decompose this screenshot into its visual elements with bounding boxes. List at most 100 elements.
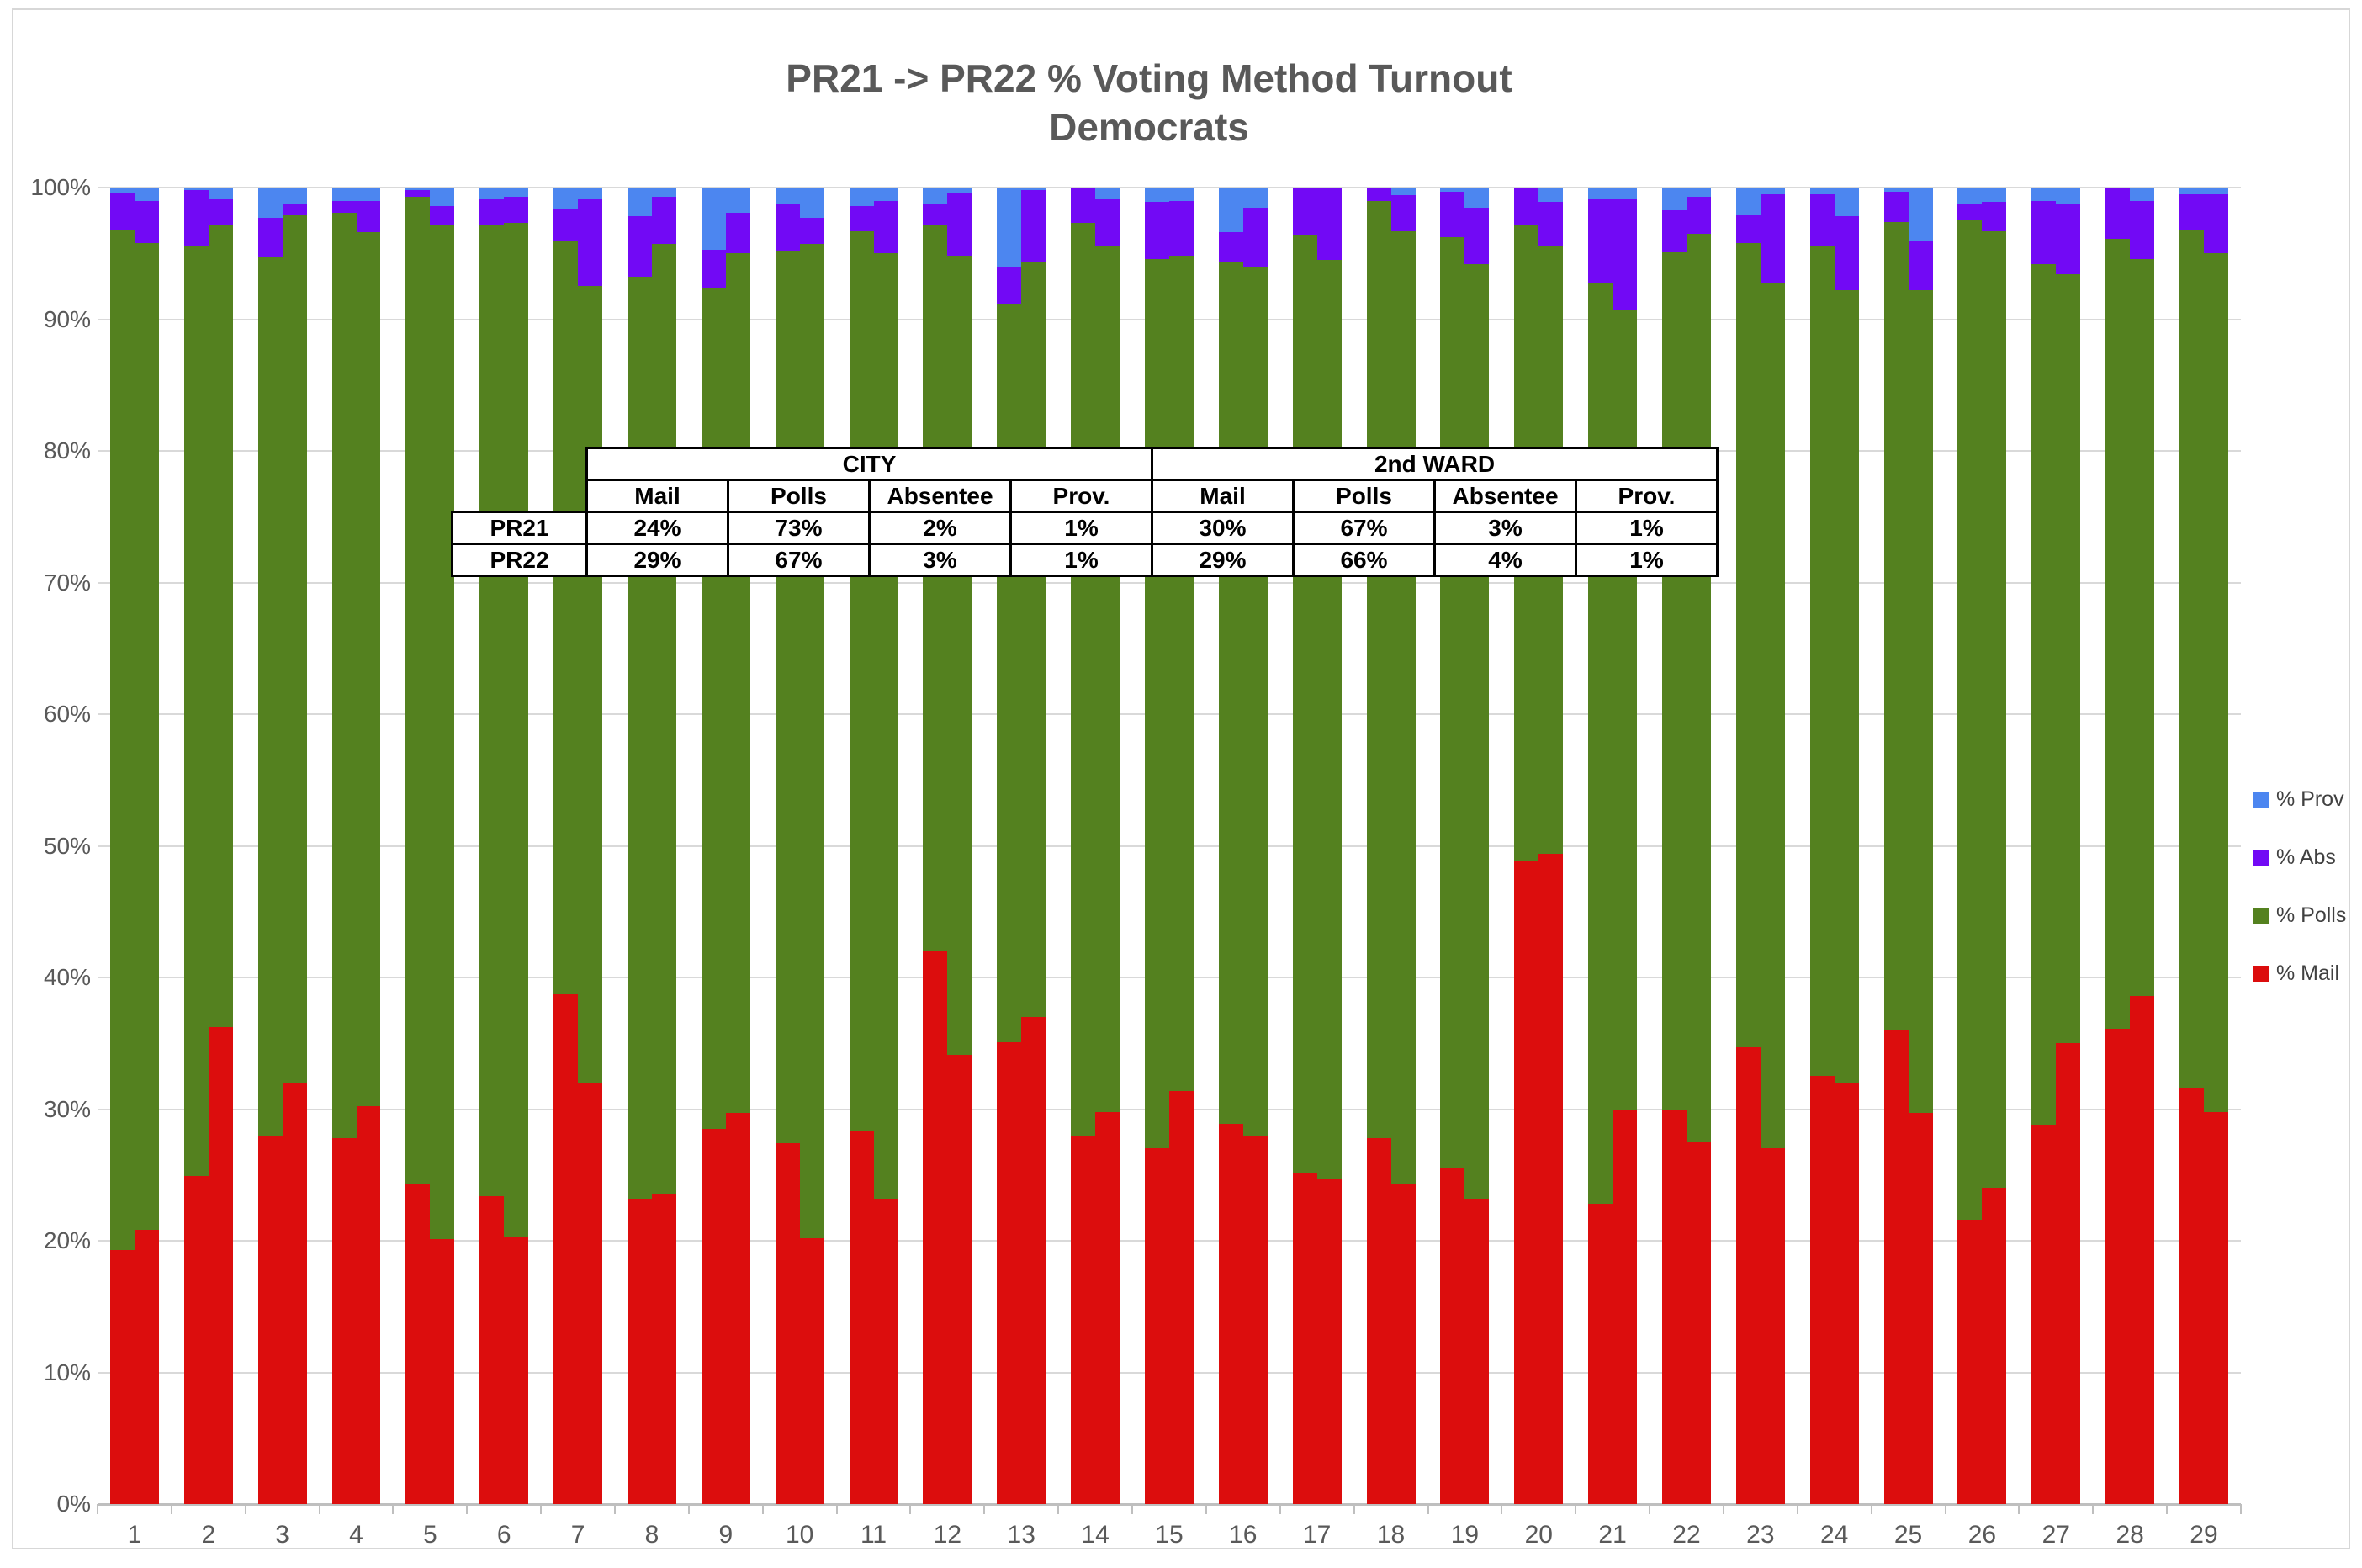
segment-polls-16-pr22 — [1242, 266, 1268, 1136]
segment-abs-26-pr21 — [1957, 203, 1983, 220]
segment-abs-15-pr21 — [1144, 202, 1169, 259]
segment-mail-28-pr22 — [2130, 995, 2155, 1504]
legend-label-prov: % Prov — [2276, 787, 2344, 811]
segment-mail-12-pr21 — [923, 951, 948, 1504]
x-axis-tick — [614, 1504, 617, 1514]
bar-group-6 — [467, 188, 541, 1504]
bar-group-3 — [246, 188, 320, 1504]
segment-abs-10-pr22 — [799, 218, 824, 245]
x-tick-label-4: 4 — [349, 1521, 363, 1549]
segment-mail-26-pr22 — [1982, 1188, 2007, 1504]
bar-26-pr22 — [1982, 188, 2007, 1504]
x-tick-label-8: 8 — [644, 1521, 659, 1549]
segment-abs-12-pr21 — [923, 203, 948, 226]
bar-23-pr22 — [1760, 188, 1785, 1504]
segment-mail-14-pr22 — [1095, 1111, 1120, 1504]
segment-prov-29-pr21 — [2179, 188, 2204, 194]
segment-polls-9-pr22 — [725, 253, 750, 1114]
bar-29-pr22 — [2203, 188, 2228, 1504]
bar-11-pr21 — [849, 188, 874, 1504]
y-tick-label-40: 40% — [43, 964, 91, 990]
segment-mail-24-pr22 — [1834, 1083, 1859, 1504]
segment-prov-10-pr21 — [775, 188, 800, 205]
segment-polls-3-pr22 — [282, 215, 307, 1083]
segment-prov-8-pr22 — [651, 188, 676, 197]
bar-group-27 — [2019, 188, 2093, 1504]
segment-polls-28-pr21 — [2105, 239, 2131, 1030]
segment-mail-22-pr22 — [1686, 1142, 1711, 1504]
y-tick-label-60: 60% — [43, 701, 91, 727]
x-axis-tick — [909, 1504, 912, 1514]
bar-4-pr21 — [331, 188, 357, 1504]
segment-mail-23-pr22 — [1760, 1148, 1785, 1504]
segment-polls-23-pr21 — [1735, 242, 1761, 1047]
x-axis-tick — [97, 1504, 98, 1514]
segment-abs-28-pr22 — [2130, 200, 2155, 259]
segment-mail-10-pr21 — [775, 1143, 800, 1504]
segment-mail-21-pr22 — [1613, 1110, 1638, 1504]
segment-mail-25-pr22 — [1908, 1113, 1933, 1504]
segment-prov-6-pr22 — [504, 188, 529, 197]
x-tick-label-18: 18 — [1376, 1521, 1406, 1549]
segment-polls-19-pr21 — [1440, 237, 1465, 1168]
segment-prov-20-pr22 — [1538, 188, 1564, 203]
segment-mail-28-pr21 — [2105, 1029, 2131, 1504]
segment-prov-11-pr21 — [849, 188, 874, 206]
segment-abs-20-pr22 — [1538, 202, 1564, 246]
segment-abs-2-pr21 — [183, 190, 209, 247]
segment-mail-11-pr22 — [873, 1198, 898, 1504]
segment-prov-28-pr22 — [2130, 188, 2155, 201]
segment-abs-27-pr22 — [2056, 203, 2081, 275]
segment-mail-4-pr22 — [356, 1106, 381, 1504]
x-tick-label-5: 5 — [423, 1521, 437, 1549]
segment-prov-3-pr22 — [282, 188, 307, 205]
segment-mail-17-pr22 — [1316, 1179, 1342, 1504]
segment-mail-1-pr22 — [134, 1230, 159, 1504]
segment-polls-4-pr21 — [331, 212, 357, 1138]
bar-group-1 — [98, 188, 172, 1504]
segment-polls-29-pr22 — [2203, 253, 2228, 1112]
segment-abs-2-pr22 — [208, 199, 233, 226]
x-tick-label-21: 21 — [1598, 1521, 1627, 1549]
segment-abs-23-pr21 — [1735, 215, 1761, 243]
legend-label-abs: % Abs — [2276, 845, 2336, 869]
segment-prov-4-pr22 — [356, 188, 381, 201]
segment-polls-10-pr21 — [775, 251, 800, 1144]
bar-group-13 — [984, 188, 1058, 1504]
x-axis-tick — [1649, 1504, 1651, 1514]
table-cell-pr21-4: 30% — [1151, 511, 1295, 545]
bar-24-pr21 — [1809, 188, 1835, 1504]
segment-prov-21-pr21 — [1588, 188, 1613, 199]
segment-mail-4-pr21 — [331, 1137, 357, 1504]
segment-abs-5-pr21 — [405, 190, 431, 197]
segment-mail-8-pr21 — [627, 1198, 652, 1504]
segment-mail-15-pr21 — [1144, 1148, 1169, 1504]
bar-25-pr22 — [1908, 188, 1933, 1504]
segment-prov-8-pr21 — [627, 188, 652, 217]
bar-17-pr21 — [1292, 188, 1317, 1504]
chart-title: PR21 -> PR22 % Voting Method Turnout Dem… — [13, 54, 2285, 151]
segment-polls-29-pr21 — [2179, 230, 2204, 1089]
segment-prov-24-pr21 — [1809, 188, 1835, 194]
segment-prov-16-pr21 — [1218, 188, 1243, 233]
plot-area — [98, 187, 2241, 1506]
segment-abs-17-pr21 — [1292, 188, 1317, 236]
segment-prov-29-pr22 — [2203, 188, 2228, 194]
segment-prov-7-pr22 — [578, 188, 603, 199]
bar-24-pr22 — [1834, 188, 1859, 1504]
legend-item-mail: % Mail — [2253, 961, 2346, 986]
segment-prov-1-pr22 — [134, 188, 159, 201]
gridline-100 — [98, 187, 2241, 188]
segment-mail-9-pr22 — [725, 1113, 750, 1504]
segment-mail-21-pr21 — [1588, 1204, 1613, 1504]
segment-abs-11-pr22 — [873, 200, 898, 254]
bar-group-21 — [1576, 188, 1650, 1504]
segment-polls-5-pr21 — [405, 196, 431, 1184]
table-cell-pr22-7: 1% — [1575, 543, 1719, 577]
x-axis-tick — [761, 1504, 764, 1514]
segment-prov-15-pr21 — [1144, 188, 1169, 203]
table-col-header-1: Polls — [727, 479, 871, 513]
x-axis-tick — [1501, 1504, 1503, 1514]
segment-polls-25-pr22 — [1908, 290, 1933, 1114]
segment-abs-15-pr22 — [1168, 200, 1194, 257]
